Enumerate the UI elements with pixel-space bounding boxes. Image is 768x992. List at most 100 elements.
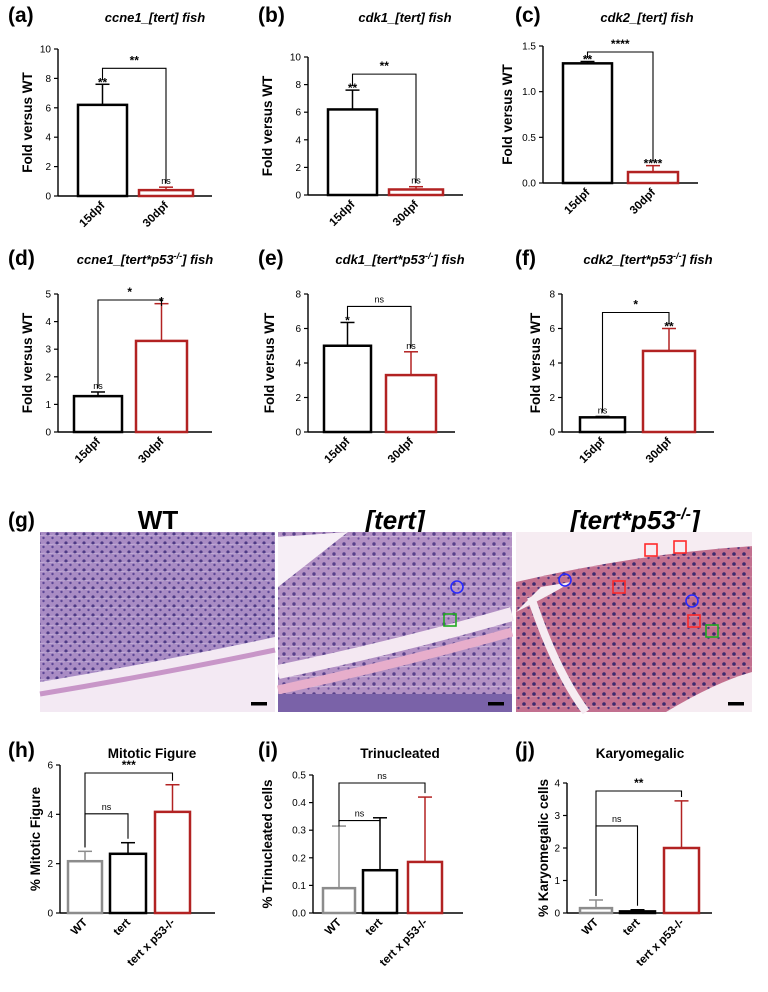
- y-tick-label: 0.5: [522, 133, 536, 144]
- panel-letter: (h): [8, 739, 35, 762]
- histology-title: [tert]: [364, 505, 426, 535]
- y-tick-label: 6: [549, 324, 555, 335]
- x-tick-label: 30dpf: [644, 436, 674, 466]
- chart-title: cdk1_[tert] fish: [358, 10, 451, 25]
- histology-title: WT: [138, 505, 179, 535]
- y-tick-label: 3: [45, 345, 51, 356]
- bar: [137, 188, 195, 198]
- y-tick-label: 0.3: [292, 826, 306, 837]
- x-tick-label: tert: [112, 917, 134, 939]
- y-tick-label: 2: [295, 393, 301, 404]
- bracket-label: **: [380, 59, 390, 73]
- cell-marker-green: [443, 613, 457, 627]
- scale-bar: [728, 702, 744, 706]
- bar: [384, 373, 438, 434]
- panel-letter: (j): [515, 739, 535, 762]
- tissue-membrane: [39, 647, 276, 697]
- charts-layer: (a) ccne1_[tert] fish Fold versus WT 0 2 4 6 8 1…: [8, 4, 714, 969]
- chart-title: Karyomegalic: [596, 746, 685, 761]
- x-tick-label: 15dpf: [577, 436, 607, 466]
- chart-title: cdk1_[tert*p53-/-] fish: [335, 251, 464, 267]
- y-tick-label: 0.1: [292, 881, 306, 892]
- epithelium-layer: [278, 694, 512, 712]
- bracket-label: *: [633, 298, 638, 312]
- y-tick-label: 0: [295, 191, 301, 202]
- histology-title: [tert*p53-/-]: [569, 505, 701, 535]
- y-tick-label: 6: [47, 761, 53, 772]
- x-tick-label: WT: [323, 917, 344, 938]
- nucleus-marker-blue: [450, 580, 464, 594]
- bar: [322, 344, 373, 434]
- chart-panel-a: (a) ccne1_[tert] fish Fold versus WT 0 2 4 6 8 1…: [8, 4, 212, 230]
- bar: [406, 860, 444, 915]
- y-axis-label: Fold versus WT: [528, 312, 543, 413]
- y-axis-label: % Trinucleated cells: [260, 779, 275, 908]
- y-tick-label: 2: [47, 859, 53, 870]
- y-tick-label: 5: [45, 290, 51, 301]
- y-tick-label: 0: [295, 428, 301, 439]
- x-tick-label: 30dpf: [386, 436, 416, 466]
- bar-significance: **: [98, 75, 108, 89]
- y-tick-label: 3: [554, 811, 560, 822]
- y-tick-label: 0.2: [292, 853, 306, 864]
- x-tick-label: 15dpf: [73, 436, 103, 466]
- y-tick-label: 0: [45, 428, 51, 439]
- y-tick-label: 6: [295, 324, 301, 335]
- bracket-label: ns: [102, 802, 112, 812]
- cell-marker-red: [612, 580, 626, 594]
- panel-letter: (a): [8, 4, 34, 27]
- bar-significance: **: [583, 53, 593, 67]
- y-tick-label: 1: [554, 876, 560, 887]
- tissue-membrane: [527, 595, 590, 715]
- bar: [108, 852, 148, 915]
- y-tick-label: 4: [47, 810, 53, 821]
- bar-significance: *: [345, 313, 350, 327]
- y-tick-label: 1.0: [522, 87, 536, 98]
- bracket-label: ns: [355, 809, 365, 819]
- chart-title: Trinucleated: [360, 746, 440, 761]
- bracket-label: ns: [612, 814, 622, 824]
- chart-panel-i: (i) Trinucleated % Trinucleated cells 0.0 0.…: [258, 739, 463, 969]
- y-axis-label: Fold versus WT: [500, 63, 515, 164]
- chart-title: cdk2_[tert*p53-/-] fish: [583, 251, 712, 267]
- x-tick-label: 30dpf: [141, 200, 171, 230]
- y-tick-label: 4: [45, 317, 51, 328]
- y-tick-label: 4: [554, 779, 560, 790]
- bar-significance: ****: [644, 157, 663, 171]
- cell-marker-red: [687, 614, 701, 628]
- chart-title: cdk2_[tert] fish: [600, 10, 693, 25]
- tissue-background: [516, 532, 752, 582]
- y-tick-label: 6: [295, 108, 301, 119]
- significance-bracket: [586, 51, 654, 162]
- bar: [618, 910, 657, 915]
- significance-bracket: [595, 790, 683, 896]
- tissue-membrane: [276, 607, 514, 679]
- y-tick-label: 0: [45, 192, 51, 203]
- y-tick-label: 4: [295, 359, 301, 370]
- nucleus-marker-blue: [558, 573, 572, 587]
- chart-title: Mitotic Figure: [108, 746, 197, 761]
- significance-bracket: [601, 311, 670, 413]
- histology-image: [276, 532, 514, 712]
- y-tick-label: 4: [295, 135, 301, 146]
- bracket-label: ***: [122, 758, 136, 772]
- bar: [561, 62, 614, 185]
- panel-letter: (b): [258, 4, 285, 27]
- y-tick-label: 2: [549, 393, 555, 404]
- x-tick-label: 15dpf: [562, 187, 592, 217]
- chart-title: ccne1_[tert*p53-/-] fish: [77, 251, 213, 267]
- x-tick-label: tert x p53-/-: [378, 917, 430, 969]
- y-tick-label: 8: [549, 290, 555, 301]
- y-tick-label: 6: [45, 103, 51, 114]
- y-tick-label: 8: [295, 290, 301, 301]
- chart-panel-c: (c) cdk2_[tert] fish Fold versus WT 0.0 0.5 1…: [500, 4, 698, 217]
- x-tick-label: tert: [621, 917, 643, 939]
- significance-bracket: [338, 819, 381, 827]
- bar: [578, 416, 627, 434]
- y-tick-label: 0: [47, 909, 53, 920]
- scale-bar: [488, 702, 504, 706]
- x-tick-label: tert: [364, 917, 386, 939]
- cell-marker-green: [705, 624, 719, 638]
- y-axis-label: Fold versus WT: [20, 312, 35, 413]
